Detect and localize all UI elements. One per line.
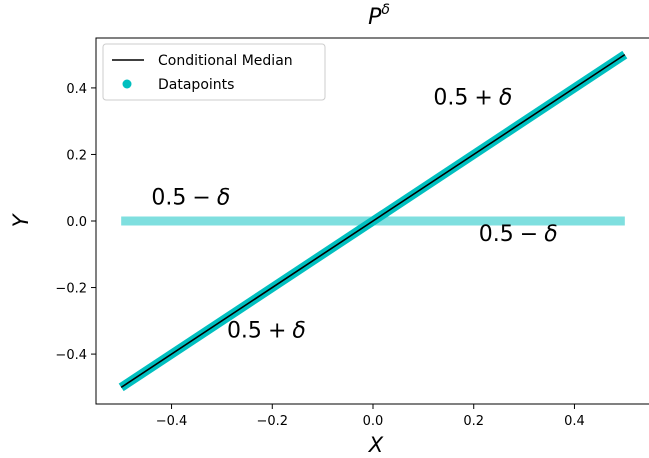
- annotation-label: 0.5 + δ: [433, 86, 512, 111]
- x-tick-label: 0.4: [564, 414, 585, 429]
- annotation-label: 0.5− δ: [151, 185, 230, 210]
- legend-label-datapoints: Datapoints: [158, 77, 234, 93]
- annotations: 0.5− δ0.5 + δ0.5− δ0.5 + δ: [151, 86, 557, 344]
- annotation-base: 0.5: [433, 86, 468, 111]
- annotation-symbol: δ: [544, 222, 557, 247]
- x-tick-label: 0.0: [363, 414, 384, 429]
- legend: Conditional Median Datapoints: [102, 43, 326, 101]
- annotation-label: 0.5 + δ: [227, 318, 306, 343]
- legend-label-conditional-median: Conditional Median: [158, 53, 293, 69]
- annotation-symbol: δ: [499, 86, 512, 111]
- annotation-base: 0.5: [151, 185, 186, 210]
- x-axis-ticks: −0.4 −0.2 0.0 0.2 0.4: [156, 404, 585, 429]
- legend-frame: [102, 43, 326, 101]
- annotation-operator: −: [520, 222, 538, 247]
- x-tick-label: −0.4: [156, 414, 188, 429]
- y-tick-label: 0.0: [66, 215, 87, 230]
- y-axis-label: Y: [9, 212, 33, 227]
- legend-dot-swatch: [122, 79, 132, 89]
- conditional-median-line: [120, 53, 626, 389]
- annotation-base: 0.5: [227, 318, 262, 343]
- y-tick-label: −0.2: [55, 282, 87, 297]
- plot-area: [118, 50, 628, 392]
- x-tick-label: 0.2: [463, 414, 484, 429]
- y-tick-label: 0.2: [66, 148, 87, 163]
- annotation-operator: +: [268, 318, 286, 343]
- annotation-symbol: δ: [292, 318, 305, 343]
- y-axis-ticks: −0.4 −0.2 0.0 0.2 0.4: [55, 82, 96, 363]
- annotation-label: 0.5− δ: [479, 222, 558, 247]
- y-tick-label: −0.4: [55, 348, 87, 363]
- chart-title-base: P: [368, 5, 382, 30]
- annotation-operator: +: [474, 86, 492, 111]
- x-axis-label: X: [368, 433, 384, 457]
- annotation-operator: −: [192, 185, 210, 210]
- chart-title-superscript: δ: [381, 2, 390, 18]
- annotation-base: 0.5: [479, 222, 514, 247]
- x-tick-label: −0.2: [256, 414, 288, 429]
- y-tick-label: 0.4: [66, 82, 87, 97]
- annotation-symbol: δ: [217, 185, 230, 210]
- chart-title: Pδ: [368, 2, 390, 30]
